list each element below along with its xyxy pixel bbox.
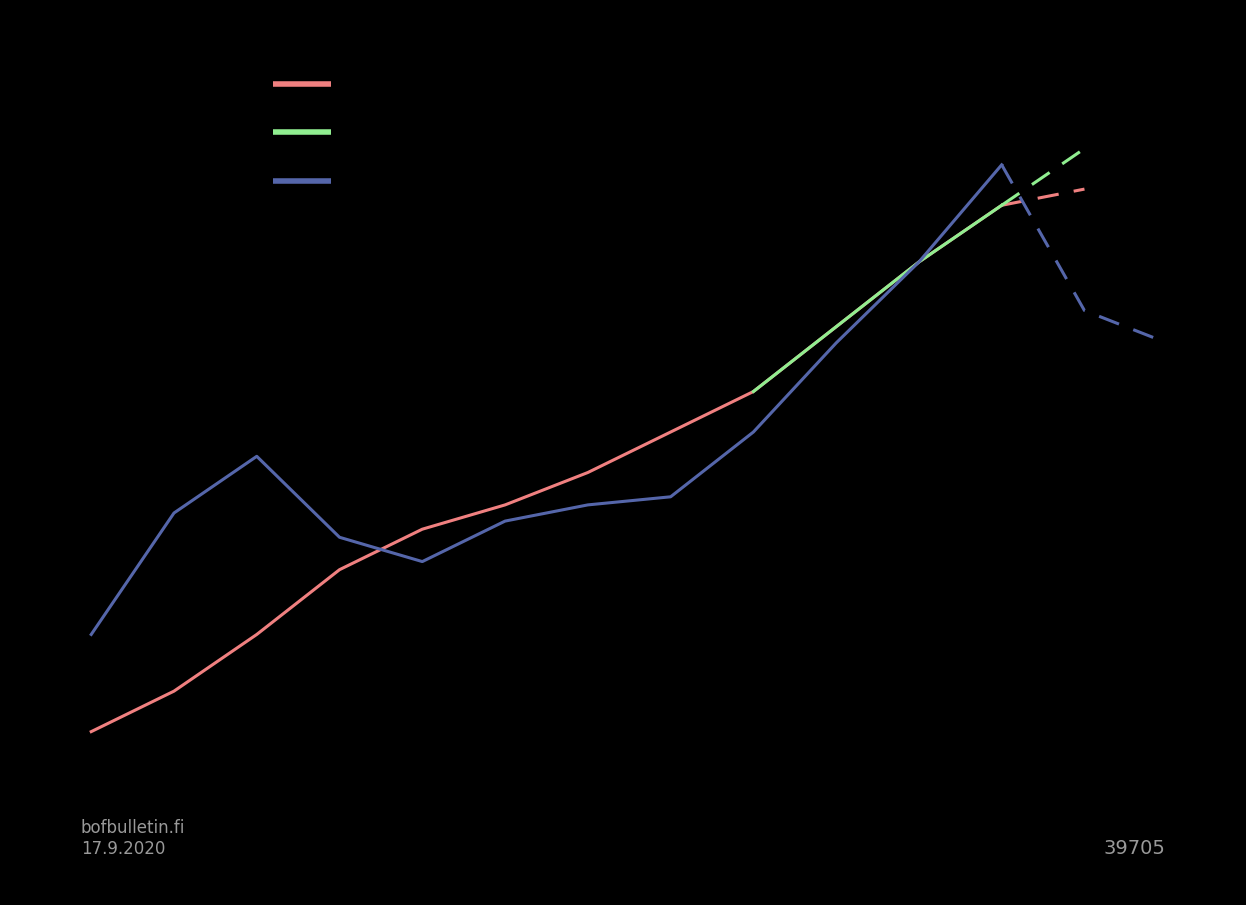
- Text: bofbulletin.fi
17.9.2020: bofbulletin.fi 17.9.2020: [81, 819, 186, 858]
- Text: 39705: 39705: [1103, 839, 1165, 858]
